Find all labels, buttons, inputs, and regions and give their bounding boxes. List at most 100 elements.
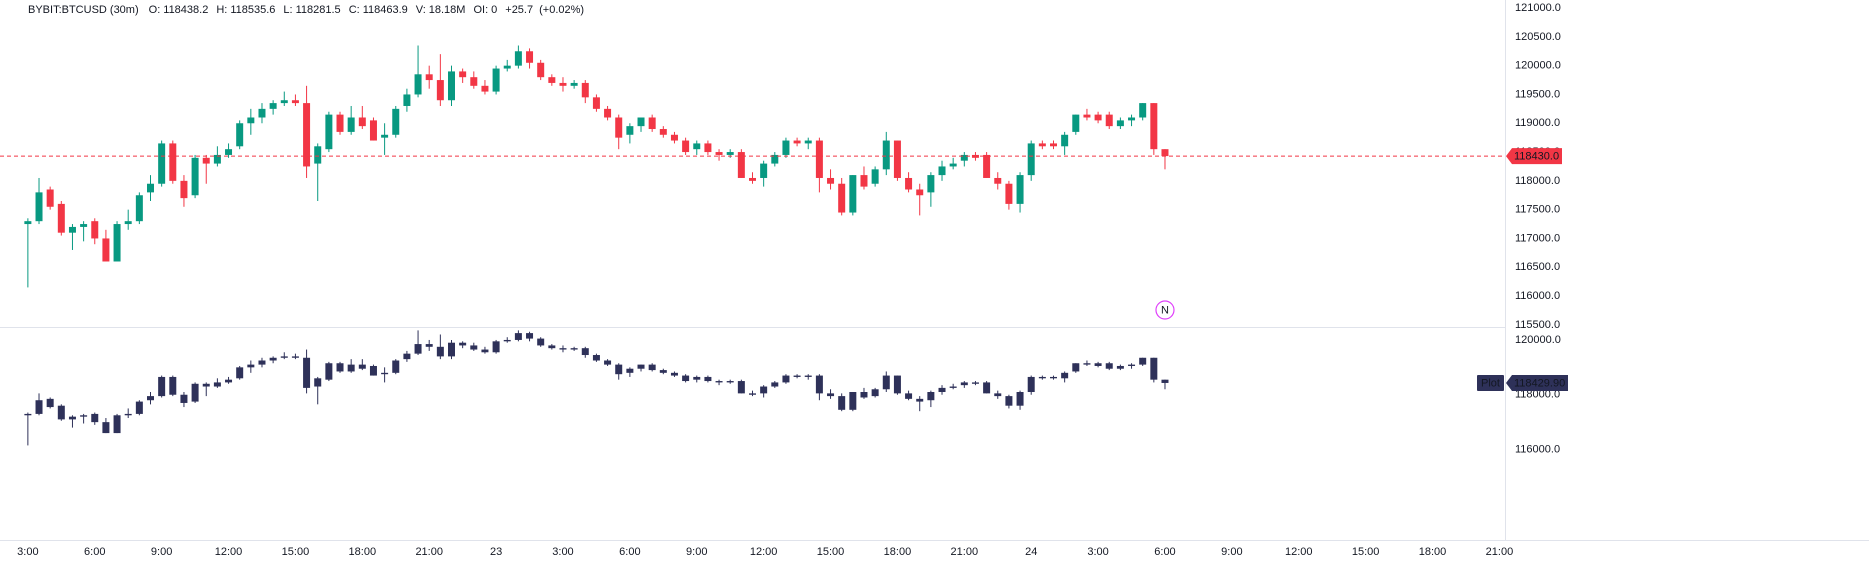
y2-tick-label: 116000.0 xyxy=(1515,443,1560,455)
candle-body xyxy=(1027,143,1035,176)
candle-body xyxy=(670,134,678,141)
plot-candle-body xyxy=(325,363,333,380)
plot-candle-body xyxy=(637,364,645,369)
candle-body xyxy=(369,120,377,141)
candle-body xyxy=(682,140,690,153)
plot-candle-body xyxy=(448,342,455,357)
candle-body xyxy=(191,157,199,196)
candle-body xyxy=(436,80,444,101)
candle-body xyxy=(927,175,935,193)
candle-body xyxy=(983,154,991,178)
candle-body xyxy=(414,74,422,95)
plot-candle-body xyxy=(715,381,723,383)
plot-candle-body xyxy=(124,413,132,416)
candle-body xyxy=(548,77,556,83)
candle-body xyxy=(158,143,166,184)
plot-candle-body xyxy=(737,381,745,394)
x-tick-label: 6:00 xyxy=(1154,546,1175,558)
plot-candle-body xyxy=(503,339,511,342)
x-tick-label: 24 xyxy=(1025,546,1037,558)
candle-body xyxy=(124,221,132,225)
plot-candle-body xyxy=(247,364,255,368)
plot-candle-body xyxy=(113,415,121,434)
plot-candle-body xyxy=(570,348,578,350)
plot-candle-body xyxy=(1105,363,1113,369)
header-value: 118281.5 xyxy=(296,4,341,16)
candle-body xyxy=(24,221,32,225)
candle-body xyxy=(492,68,500,92)
x-tick-label: 23 xyxy=(490,546,502,558)
candle-body xyxy=(838,183,846,213)
plot-candle-body xyxy=(815,375,823,394)
candle-body xyxy=(860,175,868,187)
candle-body xyxy=(470,77,478,86)
plot-candle-body xyxy=(793,375,801,377)
plot-candle-body xyxy=(949,386,957,388)
plot-candle-body xyxy=(68,416,76,420)
plot-candle-body xyxy=(1161,379,1169,383)
x-tick-label: 9:00 xyxy=(686,546,707,558)
candle-body xyxy=(949,163,957,167)
plot-candle-body xyxy=(682,375,690,382)
plot-candle-body xyxy=(303,357,311,388)
plot-candle-body xyxy=(492,341,500,353)
plot-candle-body xyxy=(749,393,756,395)
plot-candle-body xyxy=(548,345,556,349)
header-change-pct: (+0.02%) xyxy=(539,4,584,16)
x-tick-label: 12:00 xyxy=(215,546,243,558)
candle-body xyxy=(871,169,879,184)
plot-candle-body xyxy=(849,392,857,410)
candle-body xyxy=(236,123,244,147)
plot-candle-body xyxy=(291,356,299,358)
plot-candle-body xyxy=(336,363,344,372)
plot-candle-body xyxy=(414,344,422,354)
candle-body xyxy=(905,177,913,190)
plot-value-tag xyxy=(1506,374,1568,391)
plot-candle-body xyxy=(314,378,322,387)
candle-body xyxy=(392,108,400,135)
plot-candle-body xyxy=(347,364,355,372)
plot-candle-body xyxy=(659,370,667,373)
plot-candle-body xyxy=(581,348,589,356)
x-tick-label: 18:00 xyxy=(884,546,912,558)
y-tick-label: 119000.0 xyxy=(1515,117,1560,129)
candle-body xyxy=(581,82,589,98)
candle-body xyxy=(704,143,712,153)
header-key: V: xyxy=(416,4,426,16)
news-marker-label: N xyxy=(1161,304,1169,316)
candle-body xyxy=(381,134,389,138)
candle-body xyxy=(1038,143,1046,147)
candle-body xyxy=(68,226,76,233)
candle-body xyxy=(336,114,344,132)
x-tick-label: 9:00 xyxy=(151,546,172,558)
candle-body xyxy=(1150,103,1158,150)
plot-candle-body xyxy=(804,375,812,377)
plot-candle-body xyxy=(1050,376,1057,379)
header-change: +25.7 xyxy=(505,4,533,16)
x-tick-label: 6:00 xyxy=(619,546,640,558)
plot-candle-body xyxy=(1083,363,1091,365)
header-key: O: xyxy=(149,4,161,16)
candle-body xyxy=(347,117,355,132)
candle-body xyxy=(169,143,177,181)
x-tick-label: 21:00 xyxy=(1486,546,1514,558)
candle-body xyxy=(202,157,210,164)
plot-candle-body xyxy=(526,333,534,339)
plot-candle-body xyxy=(1116,365,1124,369)
candle-body xyxy=(325,114,333,150)
candle-body xyxy=(726,152,734,155)
candle-body xyxy=(1072,114,1080,132)
y2-tick-label: 120000.0 xyxy=(1515,334,1561,346)
candle-body xyxy=(537,62,545,78)
plot-candle-body xyxy=(225,379,233,383)
candle-body xyxy=(280,100,288,104)
plot-candle-body xyxy=(202,383,210,387)
x-tick-label: 21:00 xyxy=(415,546,443,558)
plot-candle-body xyxy=(180,394,188,403)
candle-body xyxy=(403,94,411,106)
candle-body xyxy=(1083,114,1091,118)
x-tick-label: 3:00 xyxy=(1087,546,1108,558)
candle-body xyxy=(1016,175,1024,204)
plot-candle-body xyxy=(514,333,522,340)
